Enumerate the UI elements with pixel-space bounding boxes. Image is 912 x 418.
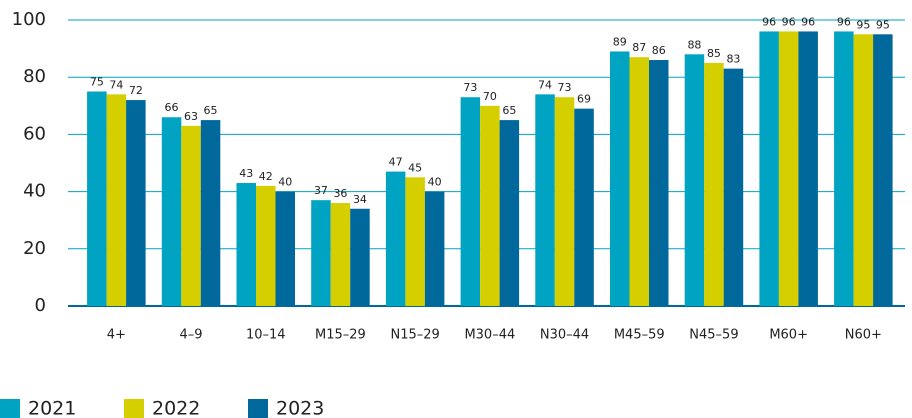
y-tick-label: 20 bbox=[23, 238, 46, 259]
bar bbox=[704, 62, 724, 307]
bar bbox=[684, 54, 705, 306]
bar bbox=[350, 208, 370, 306]
bar bbox=[798, 31, 818, 306]
x-tick-label: N60+ bbox=[845, 328, 882, 343]
bar bbox=[460, 97, 481, 306]
value-label: 85 bbox=[707, 47, 721, 60]
value-label: 63 bbox=[184, 110, 198, 123]
value-label: 65 bbox=[502, 104, 516, 117]
value-label: 36 bbox=[333, 187, 347, 200]
bar bbox=[649, 60, 669, 306]
value-label: 43 bbox=[239, 167, 253, 180]
legend-swatch bbox=[248, 399, 268, 418]
value-label: 73 bbox=[558, 81, 572, 94]
bar bbox=[424, 191, 445, 306]
bar bbox=[405, 177, 425, 306]
bar bbox=[311, 200, 331, 306]
value-label: 96 bbox=[762, 15, 776, 28]
value-label: 37 bbox=[314, 184, 328, 197]
bar bbox=[834, 31, 854, 306]
y-tick-label: 0 bbox=[35, 295, 46, 316]
y-tick-label: 80 bbox=[23, 66, 46, 87]
value-label: 66 bbox=[165, 101, 179, 114]
bar bbox=[853, 34, 874, 307]
bar bbox=[759, 31, 779, 306]
bar bbox=[87, 91, 107, 306]
bar bbox=[873, 34, 893, 307]
value-label: 45 bbox=[408, 161, 422, 174]
x-tick-label: 4+ bbox=[107, 328, 126, 343]
x-tick-label: N45–59 bbox=[689, 328, 738, 343]
bar bbox=[610, 51, 630, 307]
legend-swatch bbox=[0, 399, 20, 418]
value-label: 40 bbox=[428, 176, 442, 189]
bar bbox=[385, 171, 406, 306]
value-label: 96 bbox=[782, 15, 796, 28]
x-tick-label: 4–9 bbox=[180, 328, 203, 343]
x-tick-label: N15–29 bbox=[390, 328, 439, 343]
value-label: 40 bbox=[278, 176, 292, 189]
value-label: 88 bbox=[687, 38, 701, 51]
x-tick-label: M15–29 bbox=[315, 328, 366, 343]
x-tick-label: M30–44 bbox=[464, 328, 515, 343]
bar bbox=[181, 125, 201, 306]
y-tick-label: 40 bbox=[23, 181, 46, 202]
value-label: 75 bbox=[90, 76, 104, 89]
value-label: 69 bbox=[577, 93, 591, 106]
x-tick-label: N30–44 bbox=[540, 328, 589, 343]
value-label: 72 bbox=[129, 84, 143, 97]
value-label: 65 bbox=[204, 104, 218, 117]
bar bbox=[778, 31, 799, 306]
bar bbox=[200, 120, 221, 306]
value-label: 87 bbox=[632, 41, 646, 54]
bar bbox=[480, 105, 500, 306]
value-label: 89 bbox=[613, 35, 627, 48]
value-label: 73 bbox=[463, 81, 477, 94]
y-tick-label: 60 bbox=[23, 123, 46, 144]
x-tick-label: M60+ bbox=[769, 328, 808, 343]
bar bbox=[126, 100, 146, 306]
value-label: 86 bbox=[652, 44, 666, 57]
legend-label: 2021 bbox=[28, 398, 76, 418]
value-label: 74 bbox=[538, 78, 552, 91]
legend-swatch bbox=[124, 399, 144, 418]
value-label: 95 bbox=[876, 18, 890, 31]
y-tick-label: 100 bbox=[12, 9, 46, 30]
bar bbox=[256, 185, 276, 306]
bar bbox=[629, 57, 649, 307]
x-tick-label: M45–59 bbox=[614, 328, 665, 343]
bar bbox=[275, 191, 295, 306]
x-tick-label: 10–14 bbox=[246, 328, 286, 343]
value-label: 70 bbox=[483, 90, 497, 103]
bar bbox=[574, 108, 594, 306]
bar bbox=[106, 94, 127, 306]
legend-label: 2023 bbox=[276, 398, 324, 418]
bar bbox=[330, 203, 351, 306]
value-label: 34 bbox=[353, 193, 367, 206]
bar bbox=[535, 94, 555, 306]
value-label: 96 bbox=[801, 15, 815, 28]
value-label: 96 bbox=[837, 15, 851, 28]
bar bbox=[499, 120, 520, 306]
value-label: 47 bbox=[389, 156, 403, 169]
bar bbox=[723, 68, 744, 307]
legend-label: 2022 bbox=[152, 398, 200, 418]
value-label: 95 bbox=[856, 18, 870, 31]
value-label: 42 bbox=[259, 170, 273, 183]
value-label: 74 bbox=[109, 78, 123, 91]
bar bbox=[161, 117, 182, 307]
bar bbox=[236, 183, 256, 306]
value-label: 83 bbox=[726, 53, 740, 66]
bar bbox=[554, 97, 575, 306]
